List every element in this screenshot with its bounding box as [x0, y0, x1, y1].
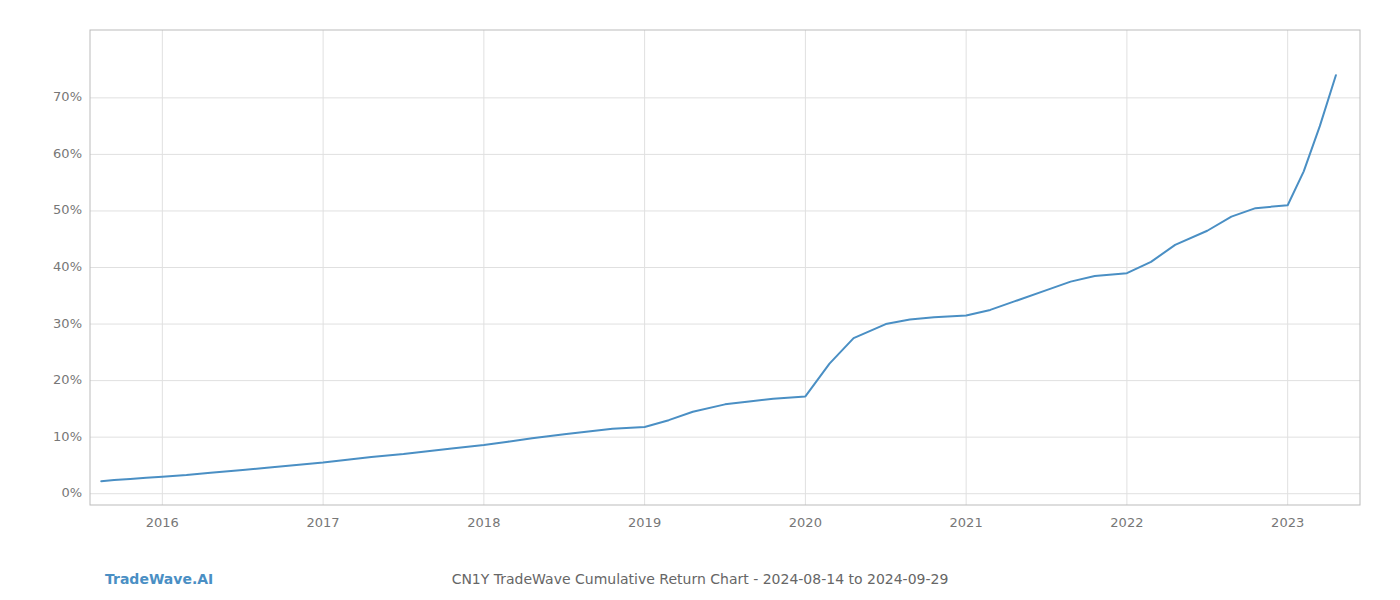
x-grid-line: [483, 30, 484, 505]
y-grid-line: [90, 210, 1360, 211]
chart: 0% 10% 20% 30% 40% 50% 60% 70% 2016 2017 2018 2019 2…: [0, 0, 1400, 600]
x-tick-label: 2023: [1271, 515, 1304, 530]
y-grid-line: [90, 97, 1360, 98]
x-tick-label: 2016: [146, 515, 179, 530]
y-grid-line: [90, 324, 1360, 325]
x-tick-label: 2017: [307, 515, 340, 530]
y-grid-line: [90, 154, 1360, 155]
y-tick-label: 50%: [53, 202, 82, 217]
y-tick-label: 20%: [53, 372, 82, 387]
x-tick-label: 2022: [1110, 515, 1143, 530]
x-grid-line: [805, 30, 806, 505]
line: [101, 75, 1336, 481]
x-grid-line: [1126, 30, 1127, 505]
plot-data: [101, 75, 1336, 481]
x-grid-line: [162, 30, 163, 505]
x-tick-label: 2018: [467, 515, 500, 530]
x-tick-label: 2019: [628, 515, 661, 530]
y-grid-line: [90, 267, 1360, 268]
x-grid-line: [644, 30, 645, 505]
y-tick-label: 10%: [53, 429, 82, 444]
tick-labels: 0% 10% 20% 30% 40% 50% 60% 70% 2016 2017 2018 2019 2…: [53, 89, 1304, 530]
plot-frame: [90, 30, 1360, 505]
y-grid-line: [90, 380, 1360, 381]
x-tick-label: 2020: [789, 515, 822, 530]
title: CN1Y TradeWave Cumulative Return Chart -…: [452, 571, 949, 587]
y-tick-label: 30%: [53, 316, 82, 331]
y-tick-label: 70%: [53, 89, 82, 104]
y-tick-label: 60%: [53, 146, 82, 161]
x-grid-line: [1287, 30, 1288, 505]
watermark: TradeWave.AI: [105, 571, 213, 587]
x-grid-line: [966, 30, 967, 505]
y-grid-line: [90, 437, 1360, 438]
y-tick-label: 0%: [61, 485, 82, 500]
y-tick-label: 40%: [53, 259, 82, 274]
y-grid-line: [90, 493, 1360, 494]
x-tick-label: 2021: [950, 515, 983, 530]
x-grid-line: [323, 30, 324, 505]
grid: [90, 30, 1360, 505]
